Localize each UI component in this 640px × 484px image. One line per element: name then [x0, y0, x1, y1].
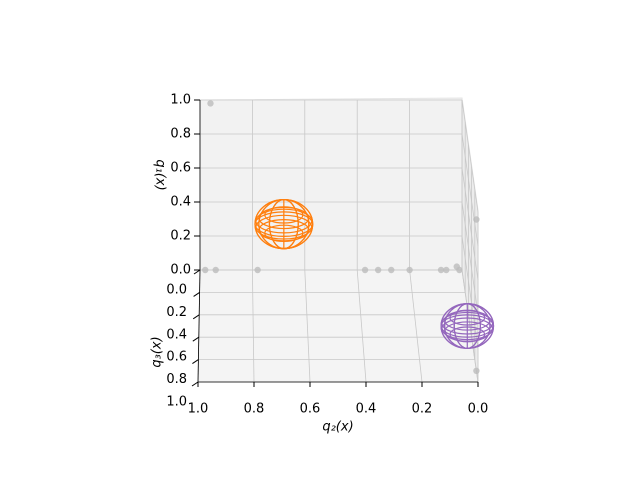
- z-tick-label: 0.6: [170, 161, 191, 176]
- y-tick-label: 0.2: [166, 305, 187, 320]
- point: [254, 266, 261, 274]
- y-tick: [193, 291, 200, 297]
- z-tick-label: 0.2: [170, 229, 191, 244]
- point: [437, 266, 445, 274]
- x-tick-label: 0.0: [468, 402, 489, 417]
- point: [212, 266, 219, 274]
- y-tick-label: 0.0: [166, 283, 187, 298]
- back-pane: [199, 97, 463, 271]
- latitude: [264, 224, 304, 242]
- x-tick-label: 0.2: [412, 402, 433, 417]
- grid-line: [409, 269, 423, 383]
- y-tick-label: 0.8: [166, 372, 187, 387]
- z-axis-label: q₁(x): [153, 159, 168, 190]
- latitude: [441, 317, 494, 341]
- z-tick-label: 0.4: [170, 195, 191, 210]
- sphere: [440, 303, 495, 349]
- outline: [440, 303, 495, 349]
- point: [207, 100, 214, 107]
- y-tick: [192, 314, 200, 320]
- point: [443, 266, 450, 274]
- grid-line: [461, 167, 479, 281]
- y-axis-label: q₃(x): [150, 336, 165, 367]
- x-axis-label: q₂(x): [322, 420, 353, 435]
- x-tick-label: 0.4: [356, 402, 377, 417]
- latitude: [449, 326, 486, 343]
- point: [406, 266, 413, 274]
- y-tick: [193, 269, 201, 275]
- y-tick-label: 0.6: [166, 350, 187, 365]
- point: [374, 266, 382, 274]
- x-tick-label: 0.6: [300, 402, 321, 417]
- z-tick-label: 0.0: [170, 263, 191, 278]
- point: [202, 266, 209, 274]
- point: [473, 367, 480, 374]
- grid-line: [461, 201, 479, 315]
- x-tick-label: 0.8: [244, 402, 265, 417]
- grid-line: [461, 133, 479, 247]
- point: [388, 266, 395, 274]
- grid-line: [252, 269, 255, 383]
- y-tick-label: 1.0: [166, 395, 187, 410]
- x-tick-label: 1.0: [188, 402, 209, 417]
- panes: [197, 97, 479, 383]
- y-tick: [191, 381, 199, 387]
- outline: [254, 199, 314, 250]
- z-tick-label: 1.0: [170, 93, 191, 108]
- point: [456, 266, 463, 274]
- grid-line: [461, 269, 479, 383]
- point: [361, 266, 369, 274]
- y-tick: [192, 359, 199, 365]
- latitude: [255, 214, 313, 240]
- grid-line: [356, 269, 367, 383]
- y-tick: [192, 336, 200, 342]
- floor-pane: [197, 269, 479, 383]
- grid-line: [304, 269, 311, 383]
- y-axis-line: [197, 269, 201, 383]
- sphere: [254, 199, 314, 250]
- y-tick-label: 0.4: [166, 327, 187, 342]
- z-tick-label: 0.8: [170, 127, 191, 142]
- grid-line: [461, 99, 479, 213]
- point: [473, 216, 480, 223]
